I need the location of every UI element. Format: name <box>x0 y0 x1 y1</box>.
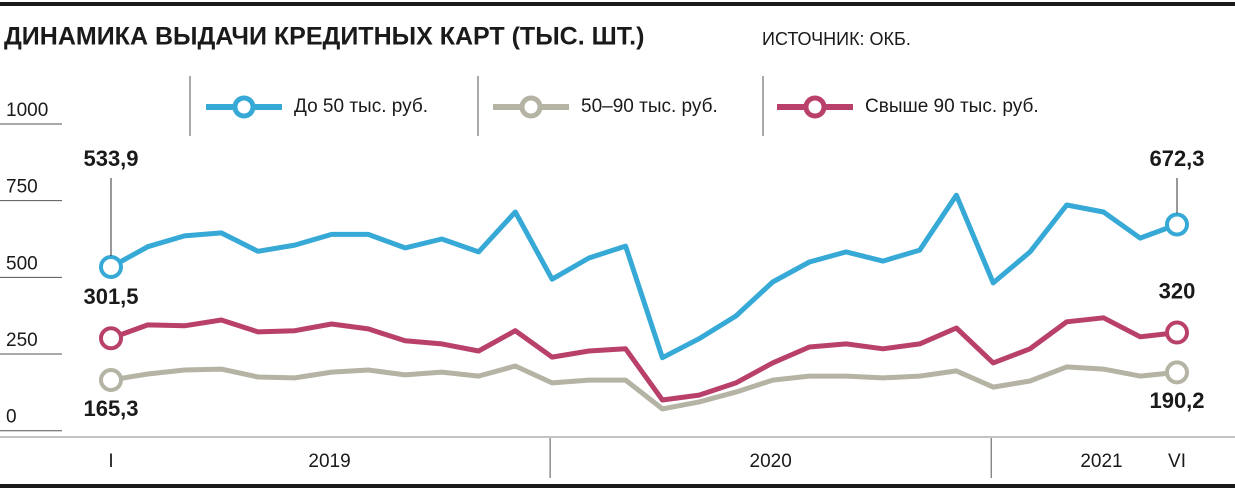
end-marker <box>99 368 123 393</box>
y-tick-label: 1000 <box>6 100 48 121</box>
y-tick-label: 250 <box>6 330 38 351</box>
legend-marker <box>519 95 543 119</box>
series-line <box>110 315 1178 403</box>
legend-label: 50–90 тыс. руб. <box>581 96 718 117</box>
y-tick-label: 750 <box>6 177 38 198</box>
end-marker <box>99 254 123 279</box>
chart-title: ДИНАМИКА ВЫДАЧИ КРЕДИТНЫХ КАРТ (ТЫС. ШТ.… <box>4 23 644 51</box>
series-line <box>110 363 1178 412</box>
value-label: 320 <box>1159 278 1196 303</box>
end-marker <box>1165 212 1189 237</box>
legend-marker <box>803 95 827 119</box>
legend-label: До 50 тыс. руб. <box>294 96 428 117</box>
year-label: 2021 <box>1080 451 1122 472</box>
x-tick-label: VI <box>1168 451 1186 472</box>
value-label: 672,3 <box>1149 146 1204 171</box>
end-marker <box>1165 320 1189 345</box>
end-marker <box>99 326 123 351</box>
end-marker <box>1165 360 1189 385</box>
legend-marker <box>232 95 256 119</box>
year-label: 2020 <box>750 451 792 472</box>
series-line <box>109 192 1178 361</box>
value-label: 301,5 <box>83 284 138 309</box>
x-tick-label: I <box>108 451 113 472</box>
value-label: 190,2 <box>1149 388 1204 413</box>
source: ИСТОЧНИК: ОКБ. <box>762 29 911 49</box>
value-label: 533,9 <box>83 146 138 171</box>
value-label: 165,3 <box>83 396 138 421</box>
year-label: 2019 <box>308 451 350 472</box>
legend-label: Свыше 90 тыс. руб. <box>865 96 1039 117</box>
y-tick-label: 0 <box>6 407 17 428</box>
y-tick-label: 500 <box>6 253 38 274</box>
